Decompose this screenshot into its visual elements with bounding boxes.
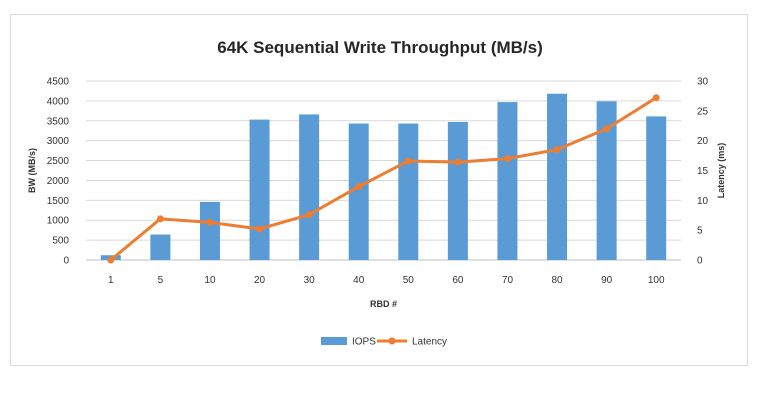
y-axis-title: BW (MB/s) [27, 148, 37, 193]
x-axis-title: RBD # [370, 299, 397, 309]
right-axis-ticks: 0 5 10 15 20 25 30 [697, 77, 709, 267]
bar [398, 123, 419, 260]
x-tick-label: 70 [502, 275, 514, 286]
x-tick-label: 90 [601, 275, 613, 286]
legend: IOPS Latency [321, 337, 447, 348]
bar [646, 116, 667, 260]
latency-point [355, 183, 363, 191]
y2-tick-label: 5 [697, 226, 703, 237]
latency-point [404, 157, 412, 165]
x-tick-label: 60 [452, 275, 464, 286]
line-series [107, 94, 660, 264]
x-axis-ticks: 1 5 10 20 30 40 50 60 70 80 90 100 [108, 275, 665, 286]
y-tick-label: 2500 [47, 156, 70, 167]
x-tick-label: 1 [108, 275, 114, 286]
latency-point [454, 158, 462, 166]
latency-point [256, 225, 264, 233]
latency-point [107, 256, 115, 264]
legend-latency-label: Latency [412, 337, 447, 348]
y2-tick-label: 25 [697, 106, 709, 117]
x-tick-label: 80 [551, 275, 563, 286]
latency-point [553, 146, 561, 154]
latency-point [206, 218, 214, 226]
y-tick-label: 3000 [47, 136, 70, 147]
x-tick-label: 100 [648, 275, 665, 286]
y-tick-label: 3500 [47, 116, 70, 127]
bar [199, 201, 220, 260]
legend-iops-swatch [321, 337, 347, 345]
y2-tick-label: 10 [697, 196, 709, 207]
y2-tick-label: 15 [697, 166, 709, 177]
y-tick-label: 2000 [47, 176, 70, 187]
bar [299, 114, 320, 260]
bar [348, 123, 369, 260]
y-tick-label: 4000 [47, 96, 70, 107]
y-tick-label: 4500 [47, 77, 70, 88]
y2-axis-title: Latency (ms) [716, 143, 726, 199]
latency-point [603, 125, 611, 133]
y2-tick-label: 20 [697, 136, 709, 147]
chart-title: 64K Sequential Write Throughput (MB/s) [217, 38, 543, 57]
x-tick-label: 50 [403, 275, 415, 286]
bar [249, 119, 270, 260]
gridlines [86, 80, 681, 261]
y2-tick-label: 30 [697, 77, 709, 88]
bar [447, 121, 468, 261]
latency-line [109, 96, 658, 262]
latency-point [652, 94, 660, 102]
combo-chart: 64K Sequential Write Throughput (MB/s) 0… [27, 38, 726, 348]
y-tick-label: 500 [52, 236, 69, 247]
x-tick-label: 10 [204, 275, 216, 286]
bar [547, 93, 568, 261]
y-tick-label: 1500 [47, 196, 70, 207]
legend-iops-label: IOPS [352, 337, 376, 348]
latency-point [503, 155, 511, 163]
bar [596, 101, 617, 260]
x-tick-label: 40 [353, 275, 365, 286]
y-tick-label: 1000 [47, 216, 70, 227]
x-tick-label: 20 [254, 275, 266, 286]
x-tick-label: 5 [158, 275, 164, 286]
left-axis-ticks: 0 500 1000 1500 2000 2500 3000 3500 4000 4500 [47, 77, 70, 267]
y-tick-label: 0 [63, 256, 69, 267]
legend-latency-marker [388, 337, 396, 345]
bar [150, 234, 171, 260]
chart-area: 64K Sequential Write Throughput (MB/s) 0… [10, 14, 748, 366]
bar [497, 102, 518, 261]
latency-point [156, 215, 164, 223]
bar-series [100, 93, 667, 261]
latency-point [305, 211, 313, 219]
x-tick-label: 30 [304, 275, 316, 286]
y2-tick-label: 0 [697, 256, 703, 267]
